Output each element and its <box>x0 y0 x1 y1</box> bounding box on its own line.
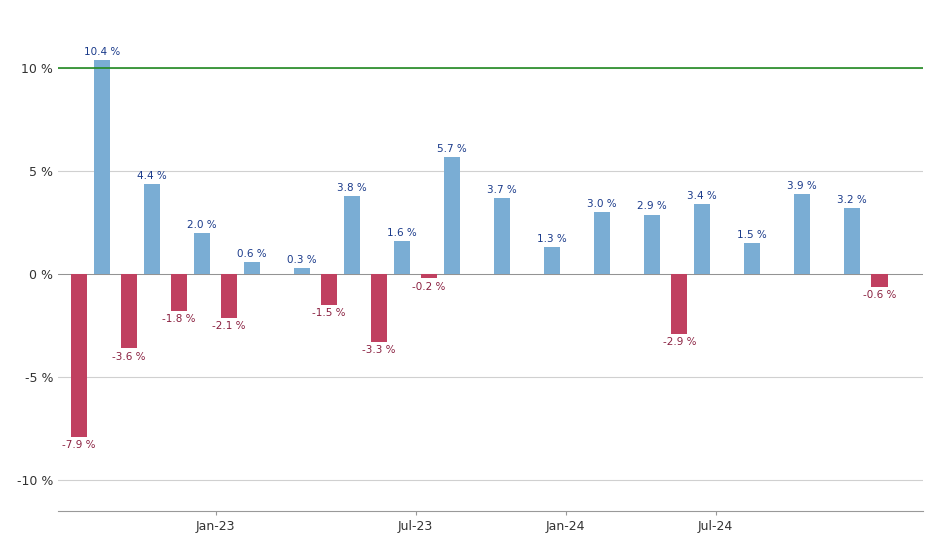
Bar <box>444 157 461 274</box>
Bar <box>294 268 310 274</box>
Text: 2.9 %: 2.9 % <box>637 201 667 211</box>
Text: -3.3 %: -3.3 % <box>363 345 396 355</box>
Text: 1.3 %: 1.3 % <box>537 234 567 244</box>
Bar <box>321 274 337 305</box>
Bar <box>194 233 211 274</box>
Text: 2.0 %: 2.0 % <box>187 220 217 230</box>
Text: -7.9 %: -7.9 % <box>62 440 96 450</box>
Bar <box>594 212 610 274</box>
Bar <box>544 248 560 274</box>
Bar <box>844 208 860 274</box>
Text: -3.6 %: -3.6 % <box>112 351 146 361</box>
Text: -1.5 %: -1.5 % <box>312 309 346 318</box>
Bar <box>794 194 810 274</box>
Text: 3.4 %: 3.4 % <box>687 191 717 201</box>
Bar <box>144 184 160 274</box>
Text: 4.4 %: 4.4 % <box>137 170 166 180</box>
Bar <box>371 274 387 342</box>
Text: -2.1 %: -2.1 % <box>212 321 246 331</box>
Bar <box>694 204 711 274</box>
Text: 3.8 %: 3.8 % <box>337 183 367 193</box>
Bar <box>871 274 887 287</box>
Text: -2.9 %: -2.9 % <box>663 337 696 347</box>
Text: 3.7 %: 3.7 % <box>487 185 517 195</box>
Bar <box>421 274 437 278</box>
Bar <box>644 214 660 274</box>
Bar <box>744 244 760 274</box>
Text: -0.2 %: -0.2 % <box>413 282 446 292</box>
Text: 0.6 %: 0.6 % <box>237 249 267 259</box>
Bar <box>121 274 137 349</box>
Text: -1.8 %: -1.8 % <box>163 315 196 324</box>
Text: 5.7 %: 5.7 % <box>437 144 467 153</box>
Text: -0.6 %: -0.6 % <box>863 290 896 300</box>
Bar <box>70 274 87 437</box>
Bar <box>394 241 410 274</box>
Text: 3.9 %: 3.9 % <box>788 181 817 191</box>
Bar <box>671 274 687 334</box>
Text: 3.2 %: 3.2 % <box>838 195 867 205</box>
Text: 1.5 %: 1.5 % <box>737 230 767 240</box>
Text: 1.6 %: 1.6 % <box>387 228 416 238</box>
Text: 0.3 %: 0.3 % <box>287 255 317 265</box>
Bar <box>94 60 110 274</box>
Bar <box>344 196 360 274</box>
Bar <box>221 274 237 317</box>
Bar <box>171 274 187 311</box>
Bar <box>494 198 510 274</box>
Bar <box>243 262 260 274</box>
Text: 10.4 %: 10.4 % <box>84 47 120 57</box>
Text: 3.0 %: 3.0 % <box>588 199 617 210</box>
